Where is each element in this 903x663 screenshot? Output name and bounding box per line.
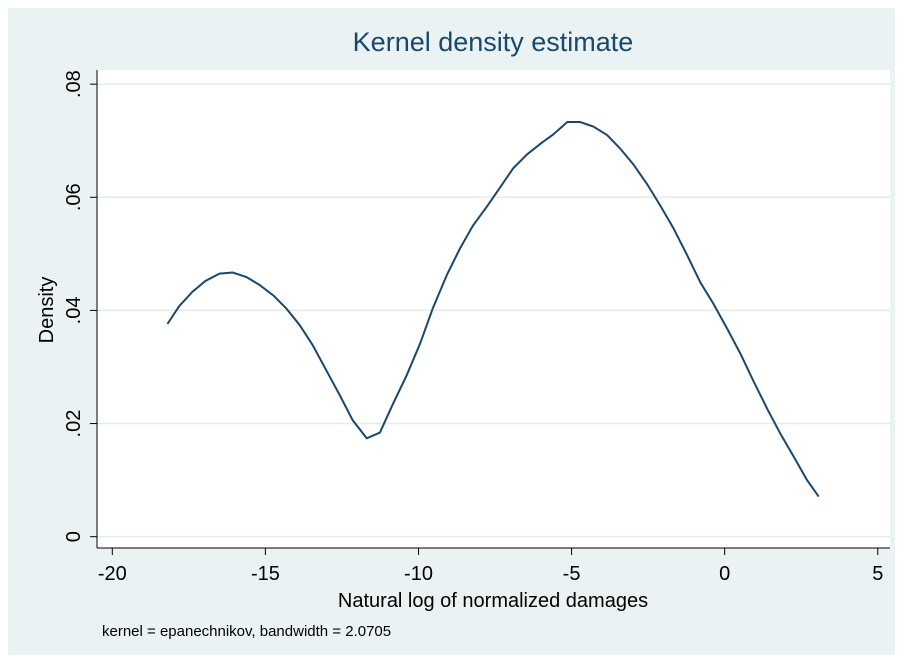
x-tick-label: -15 <box>251 563 280 585</box>
y-tick-label: 0 <box>63 531 85 542</box>
x-tick-label: -20 <box>98 563 127 585</box>
y-axis-label: Density <box>36 277 58 344</box>
note: kernel = epanechnikov, bandwidth = 2.070… <box>102 623 391 640</box>
chart-title: Kernel density estimate <box>353 27 634 57</box>
density-line <box>166 121 820 498</box>
y-tick-label: .04 <box>63 297 85 325</box>
x-tick-label: 0 <box>719 563 730 585</box>
x-tick-label: 5 <box>872 563 883 585</box>
x-axis-label: Natural log of normalized damages <box>338 590 648 612</box>
x-tick-label: -5 <box>563 563 581 585</box>
y-tick-label: .08 <box>63 70 85 98</box>
y-tick-label: .02 <box>63 410 85 438</box>
x-tick-label: -10 <box>404 563 433 585</box>
y-tick-label: .06 <box>63 183 85 211</box>
plot-background <box>97 70 890 548</box>
